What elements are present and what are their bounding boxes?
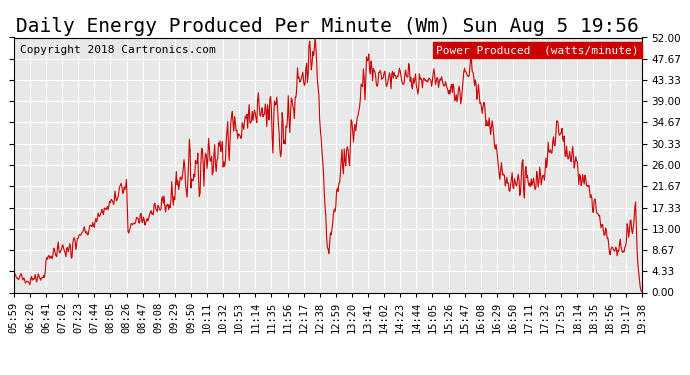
Text: Power Produced  (watts/minute): Power Produced (watts/minute) <box>436 45 638 55</box>
Text: Copyright 2018 Cartronics.com: Copyright 2018 Cartronics.com <box>20 45 216 55</box>
Title: Daily Energy Produced Per Minute (Wm) Sun Aug 5 19:56: Daily Energy Produced Per Minute (Wm) Su… <box>17 17 639 36</box>
